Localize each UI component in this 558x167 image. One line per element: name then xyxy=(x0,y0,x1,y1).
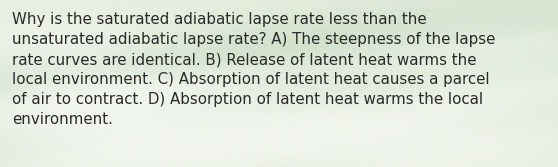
Text: Why is the saturated adiabatic lapse rate less than the
unsaturated adiabatic la: Why is the saturated adiabatic lapse rat… xyxy=(12,12,496,127)
